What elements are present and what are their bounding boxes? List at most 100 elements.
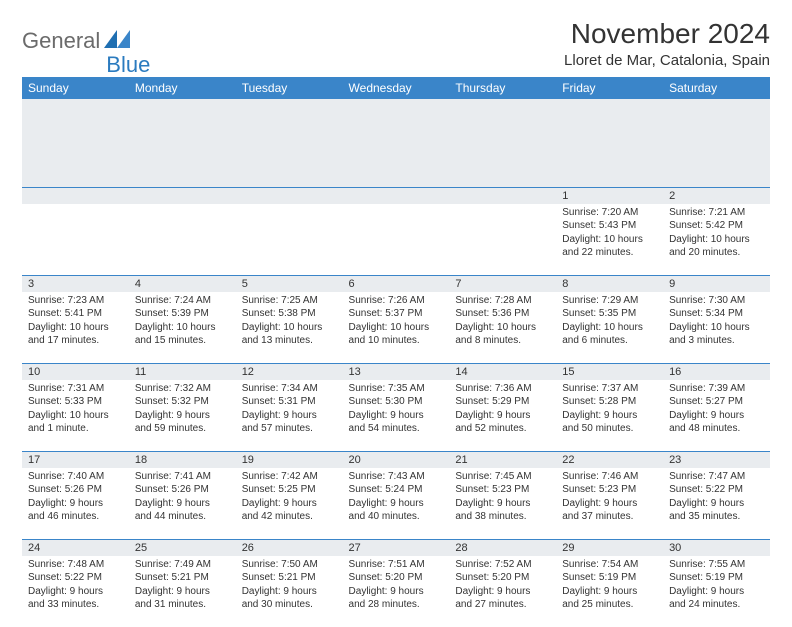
- day-number: 28: [449, 540, 556, 556]
- weekday-row: SundayMondayTuesdayWednesdayThursdayFrid…: [22, 77, 770, 99]
- sunset-text: Sunset: 5:39 PM: [135, 307, 230, 321]
- day-number: 21: [449, 452, 556, 468]
- day-number: 30: [663, 540, 770, 556]
- calendar-week: 17Sunrise: 7:40 AMSunset: 5:26 PMDayligh…: [22, 451, 770, 539]
- day-number: 23: [663, 452, 770, 468]
- day-content: Sunrise: 7:31 AMSunset: 5:33 PMDaylight:…: [22, 380, 129, 440]
- calendar-cell: 13Sunrise: 7:35 AMSunset: 5:30 PMDayligh…: [343, 363, 450, 451]
- location-text: Lloret de Mar, Catalonia, Spain: [564, 52, 770, 69]
- calendar-cell: 24Sunrise: 7:48 AMSunset: 5:22 PMDayligh…: [22, 539, 129, 627]
- weekday-header: Thursday: [449, 77, 556, 99]
- day-content: Sunrise: 7:51 AMSunset: 5:20 PMDaylight:…: [343, 556, 450, 616]
- daylight-line2: and 48 minutes.: [669, 422, 764, 436]
- daylight-line2: and 35 minutes.: [669, 510, 764, 524]
- day-content: Sunrise: 7:39 AMSunset: 5:27 PMDaylight:…: [663, 380, 770, 440]
- sunset-text: Sunset: 5:20 PM: [349, 571, 444, 585]
- sunrise-text: Sunrise: 7:24 AM: [135, 294, 230, 308]
- calendar-cell: 17Sunrise: 7:40 AMSunset: 5:26 PMDayligh…: [22, 451, 129, 539]
- daylight-line1: Daylight: 9 hours: [135, 585, 230, 599]
- calendar-cell: 9Sunrise: 7:30 AMSunset: 5:34 PMDaylight…: [663, 275, 770, 363]
- calendar-cell: 27Sunrise: 7:51 AMSunset: 5:20 PMDayligh…: [343, 539, 450, 627]
- sunset-text: Sunset: 5:32 PM: [135, 395, 230, 409]
- sunrise-text: Sunrise: 7:30 AM: [669, 294, 764, 308]
- sunset-text: Sunset: 5:42 PM: [669, 219, 764, 233]
- calendar-cell: 20Sunrise: 7:43 AMSunset: 5:24 PMDayligh…: [343, 451, 450, 539]
- daylight-line1: Daylight: 9 hours: [135, 497, 230, 511]
- daylight-line1: Daylight: 10 hours: [135, 321, 230, 335]
- day-number: 5: [236, 276, 343, 292]
- calendar-table: SundayMondayTuesdayWednesdayThursdayFrid…: [22, 77, 770, 627]
- daylight-line1: Daylight: 9 hours: [455, 497, 550, 511]
- daylight-line1: Daylight: 9 hours: [349, 409, 444, 423]
- daylight-line1: Daylight: 9 hours: [135, 409, 230, 423]
- calendar-cell: [236, 187, 343, 275]
- day-number: 8: [556, 276, 663, 292]
- calendar-cell: 4Sunrise: 7:24 AMSunset: 5:39 PMDaylight…: [129, 275, 236, 363]
- day-content: Sunrise: 7:55 AMSunset: 5:19 PMDaylight:…: [663, 556, 770, 616]
- sunrise-text: Sunrise: 7:41 AM: [135, 470, 230, 484]
- sunset-text: Sunset: 5:31 PM: [242, 395, 337, 409]
- day-number: 6: [343, 276, 450, 292]
- daylight-line1: Daylight: 9 hours: [242, 409, 337, 423]
- brand-logo: General Blue: [22, 18, 150, 64]
- sunrise-text: Sunrise: 7:21 AM: [669, 206, 764, 220]
- calendar-cell: 26Sunrise: 7:50 AMSunset: 5:21 PMDayligh…: [236, 539, 343, 627]
- calendar-cell: 29Sunrise: 7:54 AMSunset: 5:19 PMDayligh…: [556, 539, 663, 627]
- spacer-row: [22, 99, 770, 187]
- empty-day-header: [129, 188, 236, 204]
- day-number: 7: [449, 276, 556, 292]
- day-number: 10: [22, 364, 129, 380]
- daylight-line2: and 6 minutes.: [562, 334, 657, 348]
- daylight-line1: Daylight: 9 hours: [28, 497, 123, 511]
- calendar-cell: 14Sunrise: 7:36 AMSunset: 5:29 PMDayligh…: [449, 363, 556, 451]
- daylight-line2: and 33 minutes.: [28, 598, 123, 612]
- daylight-line2: and 10 minutes.: [349, 334, 444, 348]
- sunset-text: Sunset: 5:30 PM: [349, 395, 444, 409]
- sunrise-text: Sunrise: 7:48 AM: [28, 558, 123, 572]
- daylight-line2: and 38 minutes.: [455, 510, 550, 524]
- sunset-text: Sunset: 5:41 PM: [28, 307, 123, 321]
- day-content: Sunrise: 7:46 AMSunset: 5:23 PMDaylight:…: [556, 468, 663, 528]
- day-content: Sunrise: 7:48 AMSunset: 5:22 PMDaylight:…: [22, 556, 129, 616]
- sunset-text: Sunset: 5:36 PM: [455, 307, 550, 321]
- daylight-line2: and 28 minutes.: [349, 598, 444, 612]
- sunrise-text: Sunrise: 7:20 AM: [562, 206, 657, 220]
- calendar-cell: 23Sunrise: 7:47 AMSunset: 5:22 PMDayligh…: [663, 451, 770, 539]
- day-number: 20: [343, 452, 450, 468]
- day-number: 12: [236, 364, 343, 380]
- day-content: Sunrise: 7:49 AMSunset: 5:21 PMDaylight:…: [129, 556, 236, 616]
- sunrise-text: Sunrise: 7:39 AM: [669, 382, 764, 396]
- day-number: 26: [236, 540, 343, 556]
- title-block: November 2024 Lloret de Mar, Catalonia, …: [564, 18, 770, 69]
- empty-day-header: [236, 188, 343, 204]
- daylight-line2: and 22 minutes.: [562, 246, 657, 260]
- day-content: Sunrise: 7:52 AMSunset: 5:20 PMDaylight:…: [449, 556, 556, 616]
- sunset-text: Sunset: 5:24 PM: [349, 483, 444, 497]
- sunset-text: Sunset: 5:35 PM: [562, 307, 657, 321]
- logo-text-blue: Blue: [106, 52, 150, 78]
- day-content: Sunrise: 7:29 AMSunset: 5:35 PMDaylight:…: [556, 292, 663, 352]
- day-content: Sunrise: 7:25 AMSunset: 5:38 PMDaylight:…: [236, 292, 343, 352]
- daylight-line2: and 42 minutes.: [242, 510, 337, 524]
- daylight-line1: Daylight: 10 hours: [669, 233, 764, 247]
- day-number: 25: [129, 540, 236, 556]
- daylight-line1: Daylight: 9 hours: [669, 497, 764, 511]
- day-number: 19: [236, 452, 343, 468]
- daylight-line2: and 59 minutes.: [135, 422, 230, 436]
- daylight-line2: and 3 minutes.: [669, 334, 764, 348]
- day-number: 3: [22, 276, 129, 292]
- day-content: Sunrise: 7:54 AMSunset: 5:19 PMDaylight:…: [556, 556, 663, 616]
- daylight-line1: Daylight: 9 hours: [455, 585, 550, 599]
- weekday-header: Friday: [556, 77, 663, 99]
- day-content: Sunrise: 7:42 AMSunset: 5:25 PMDaylight:…: [236, 468, 343, 528]
- calendar-cell: 3Sunrise: 7:23 AMSunset: 5:41 PMDaylight…: [22, 275, 129, 363]
- day-content: Sunrise: 7:21 AMSunset: 5:42 PMDaylight:…: [663, 204, 770, 264]
- sunset-text: Sunset: 5:37 PM: [349, 307, 444, 321]
- sunrise-text: Sunrise: 7:23 AM: [28, 294, 123, 308]
- day-number: 15: [556, 364, 663, 380]
- empty-day-header: [343, 188, 450, 204]
- month-title: November 2024: [564, 18, 770, 50]
- sunrise-text: Sunrise: 7:54 AM: [562, 558, 657, 572]
- day-content: Sunrise: 7:45 AMSunset: 5:23 PMDaylight:…: [449, 468, 556, 528]
- calendar-cell: [449, 187, 556, 275]
